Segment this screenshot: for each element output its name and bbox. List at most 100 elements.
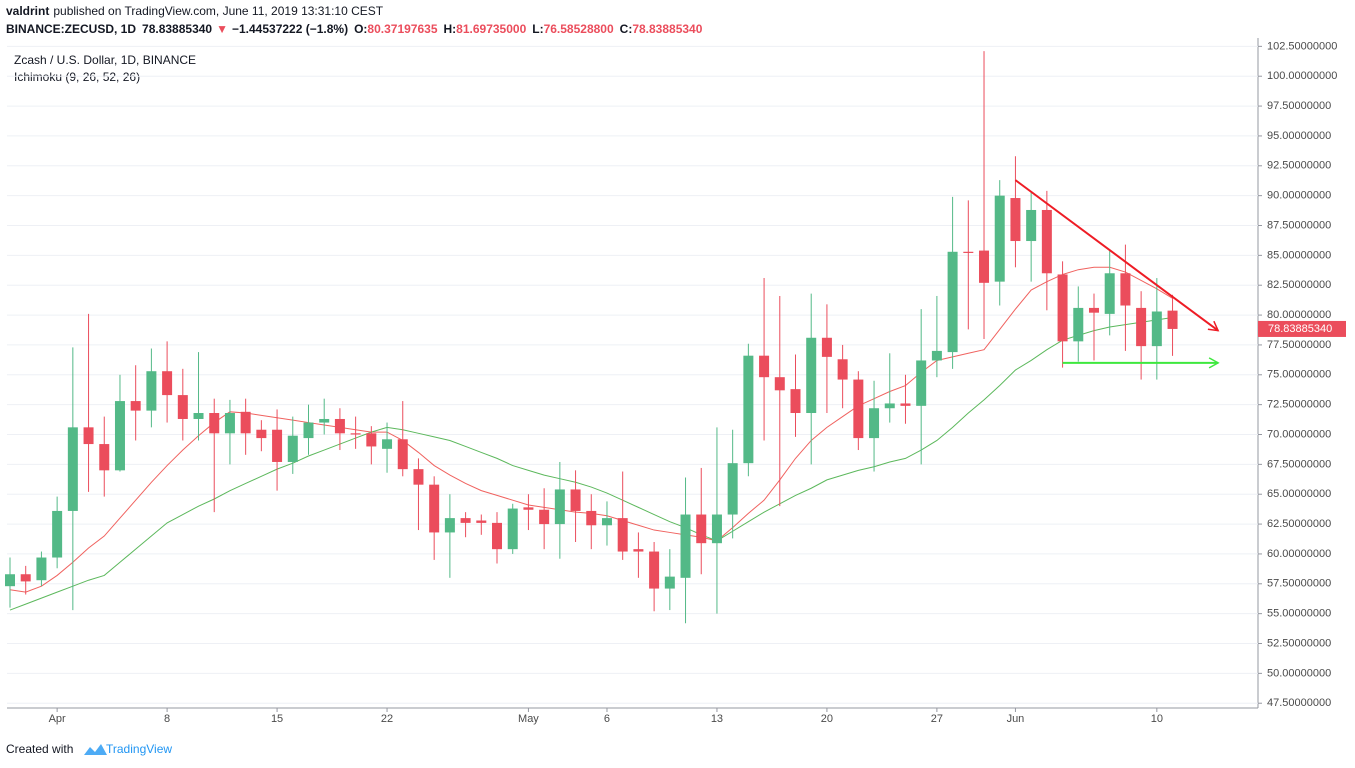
x-tick-label: 22	[381, 713, 393, 725]
down-icon: ▼	[216, 22, 228, 36]
candle-body	[633, 549, 644, 552]
candle-body	[837, 359, 848, 380]
y-tick-label: 65.00000000	[1267, 488, 1331, 500]
y-tick-label: 80.00000000	[1267, 309, 1331, 321]
candle-body	[774, 377, 785, 391]
footer-brand: TradingView	[106, 742, 172, 756]
candle-body	[209, 413, 220, 434]
logo	[84, 744, 107, 755]
candle-body	[554, 489, 565, 525]
candle-body	[20, 574, 31, 582]
candle-body	[900, 403, 911, 406]
candle-body	[649, 551, 660, 589]
candle-body	[617, 518, 628, 552]
y-tick-label: 60.00000000	[1267, 548, 1331, 560]
candle-body	[727, 463, 738, 515]
y-tick-label: 47.50000000	[1267, 697, 1331, 709]
y-tick-label: 67.50000000	[1267, 458, 1331, 470]
candle-body	[696, 514, 707, 544]
candle-body	[916, 360, 927, 406]
header-line: valdrint published on TradingView.com, Ju…	[6, 4, 384, 18]
candle-body	[256, 429, 267, 439]
candle-body	[994, 195, 1005, 282]
candle-body	[711, 514, 722, 544]
candle-body	[1151, 311, 1162, 347]
candle-body	[67, 427, 78, 511]
candle-body	[350, 433, 361, 435]
candle-body	[884, 403, 895, 409]
candle-body	[382, 439, 393, 449]
y-tick-label: 90.00000000	[1267, 190, 1331, 202]
candle-body	[224, 413, 235, 434]
candle-body	[177, 395, 188, 419]
candle-body	[853, 379, 864, 439]
candle-body	[570, 489, 581, 511]
x-tick-label: May	[518, 713, 539, 725]
y-tick-label: 97.50000000	[1267, 100, 1331, 112]
candle-body	[759, 355, 770, 378]
y-tick-label: 72.50000000	[1267, 399, 1331, 411]
last-price: 78.83885340	[142, 22, 212, 36]
candle-body	[1073, 307, 1084, 342]
candle-body	[1041, 209, 1052, 274]
y-tick-label: 92.50000000	[1267, 160, 1331, 172]
ohlc-label: L:	[532, 22, 543, 36]
candle-body	[366, 433, 377, 447]
candle-body	[680, 514, 691, 578]
candle-body	[334, 418, 345, 434]
legend-indicator: Ichimoku (9, 26, 52, 26)	[14, 70, 140, 84]
symbol-line: BINANCE:ZECUSD, 1D 78.83885340 ▼ −1.4453722…	[6, 22, 703, 36]
change: −1.44537222 (−1.8%)	[232, 22, 348, 36]
x-tick-label: 10	[1151, 713, 1163, 725]
ohlc-value: 80.37197635	[367, 22, 437, 36]
y-tick-label: 50.00000000	[1267, 667, 1331, 679]
y-tick-label: 100.00000000	[1267, 70, 1337, 82]
candle-body	[743, 355, 754, 464]
y-tick-label: 102.50000000	[1267, 40, 1337, 52]
indicator-line	[9, 316, 1173, 611]
candle-body	[83, 427, 94, 445]
candle-body	[444, 518, 455, 533]
candle-body	[476, 520, 487, 523]
candle-body	[460, 518, 471, 523]
ohlc-label: C:	[620, 22, 633, 36]
y-tick-label: 87.50000000	[1267, 219, 1331, 231]
y-tick-label: 52.50000000	[1267, 637, 1331, 649]
x-tick-label: 27	[931, 713, 943, 725]
candle-body	[1026, 209, 1037, 242]
candle-body	[664, 576, 675, 589]
x-tick-label: 20	[821, 713, 833, 725]
x-tick-label: Jun	[1007, 713, 1025, 725]
candle-body	[1010, 198, 1021, 242]
candle-body	[601, 518, 612, 526]
footer-created: Created with	[6, 742, 73, 756]
author: valdrint	[6, 4, 49, 18]
y-tick-label: 70.00000000	[1267, 428, 1331, 440]
last-price-label: 78.83885340	[1268, 323, 1332, 335]
candle-body	[1088, 307, 1099, 313]
candle-body	[413, 469, 424, 485]
candle-body	[287, 435, 298, 462]
candle-body	[931, 350, 942, 361]
candle-body	[869, 408, 880, 439]
y-tick-label: 85.00000000	[1267, 249, 1331, 261]
y-tick-label: 82.50000000	[1267, 279, 1331, 291]
candle-body	[114, 401, 125, 471]
last-price-box	[1258, 320, 1346, 337]
x-tick-label: 8	[164, 713, 170, 725]
published: published on TradingView.com, June 11, 2…	[53, 4, 383, 18]
ohlc-value: 81.69735000	[456, 22, 526, 36]
candle-body	[1136, 307, 1147, 347]
y-tick-label: 62.50000000	[1267, 518, 1331, 530]
y-tick-label: 77.50000000	[1267, 339, 1331, 351]
ohlc-label: O:	[354, 22, 367, 36]
x-tick-label: 15	[271, 713, 283, 725]
candle-body	[963, 251, 974, 253]
candle-body	[303, 422, 314, 439]
candle-body	[1104, 273, 1115, 314]
y-tick-label: 55.00000000	[1267, 608, 1331, 620]
trend-line	[1014, 179, 1220, 332]
candle-body	[272, 429, 283, 462]
candle-body	[492, 522, 503, 550]
